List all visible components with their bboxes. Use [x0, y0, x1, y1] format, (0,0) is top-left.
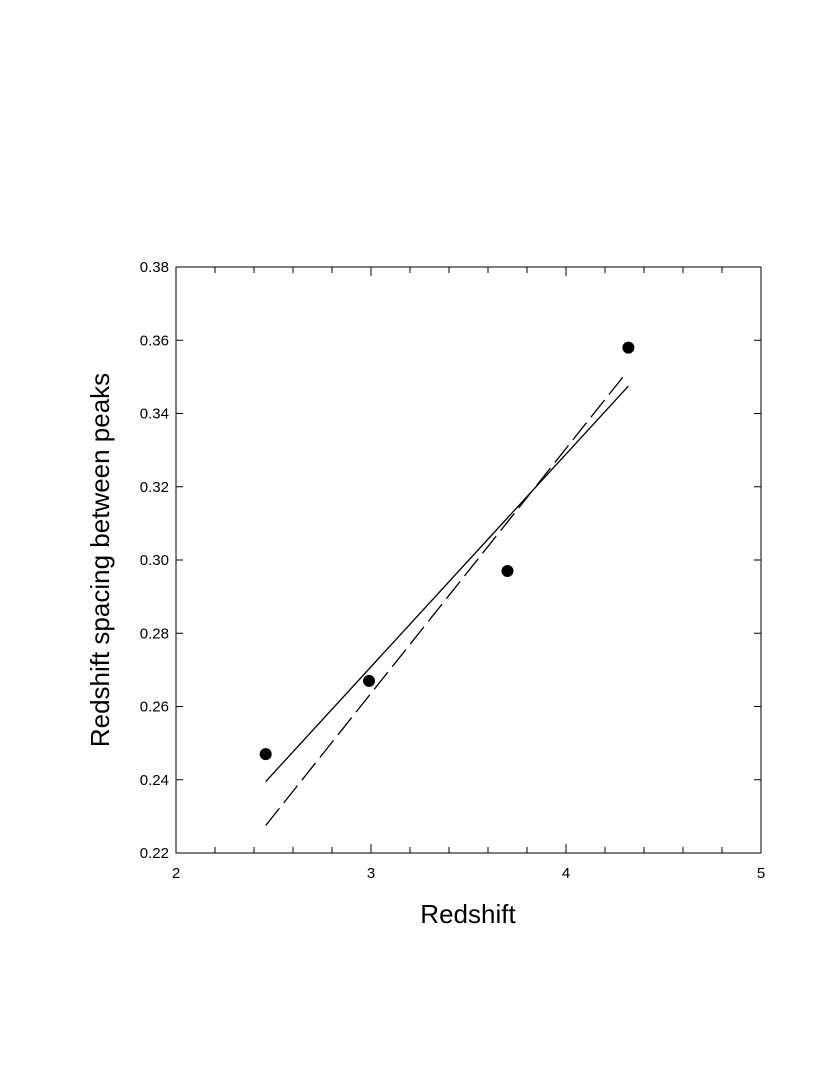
- data-point: [363, 674, 376, 687]
- dashed-fit-line: [265, 374, 626, 826]
- y-tick-label: 0.38: [140, 259, 169, 276]
- solid-fit-line: [265, 385, 629, 783]
- x-tick-label: 2: [172, 865, 180, 882]
- data-point: [622, 341, 635, 354]
- x-tick-label: 5: [757, 865, 765, 882]
- y-tick-label: 0.22: [140, 845, 169, 862]
- y-tick-label: 0.34: [140, 406, 169, 423]
- x-axis-title: Redshift: [420, 899, 516, 929]
- y-tick-label: 0.36: [140, 332, 169, 349]
- y-tick-label: 0.24: [140, 772, 169, 789]
- data-point: [501, 564, 514, 577]
- y-tick-label: 0.32: [140, 479, 169, 496]
- fit-lines-layer: [265, 374, 629, 826]
- x-tick-label: 4: [562, 865, 570, 882]
- x-tick-label: 3: [367, 865, 375, 882]
- y-tick-label: 0.28: [140, 625, 169, 642]
- y-axis-title: Redshift spacing between peaks: [85, 373, 115, 747]
- data-points-layer: [259, 341, 635, 761]
- data-point: [259, 748, 272, 761]
- y-tick-label: 0.26: [140, 699, 169, 716]
- ticks-layer: 0.22 0.24 0.26 0.28 0.30 0.32 0.34 0.36 0.38 2 3 4 5: [140, 259, 765, 882]
- y-tick-label: 0.30: [140, 552, 169, 569]
